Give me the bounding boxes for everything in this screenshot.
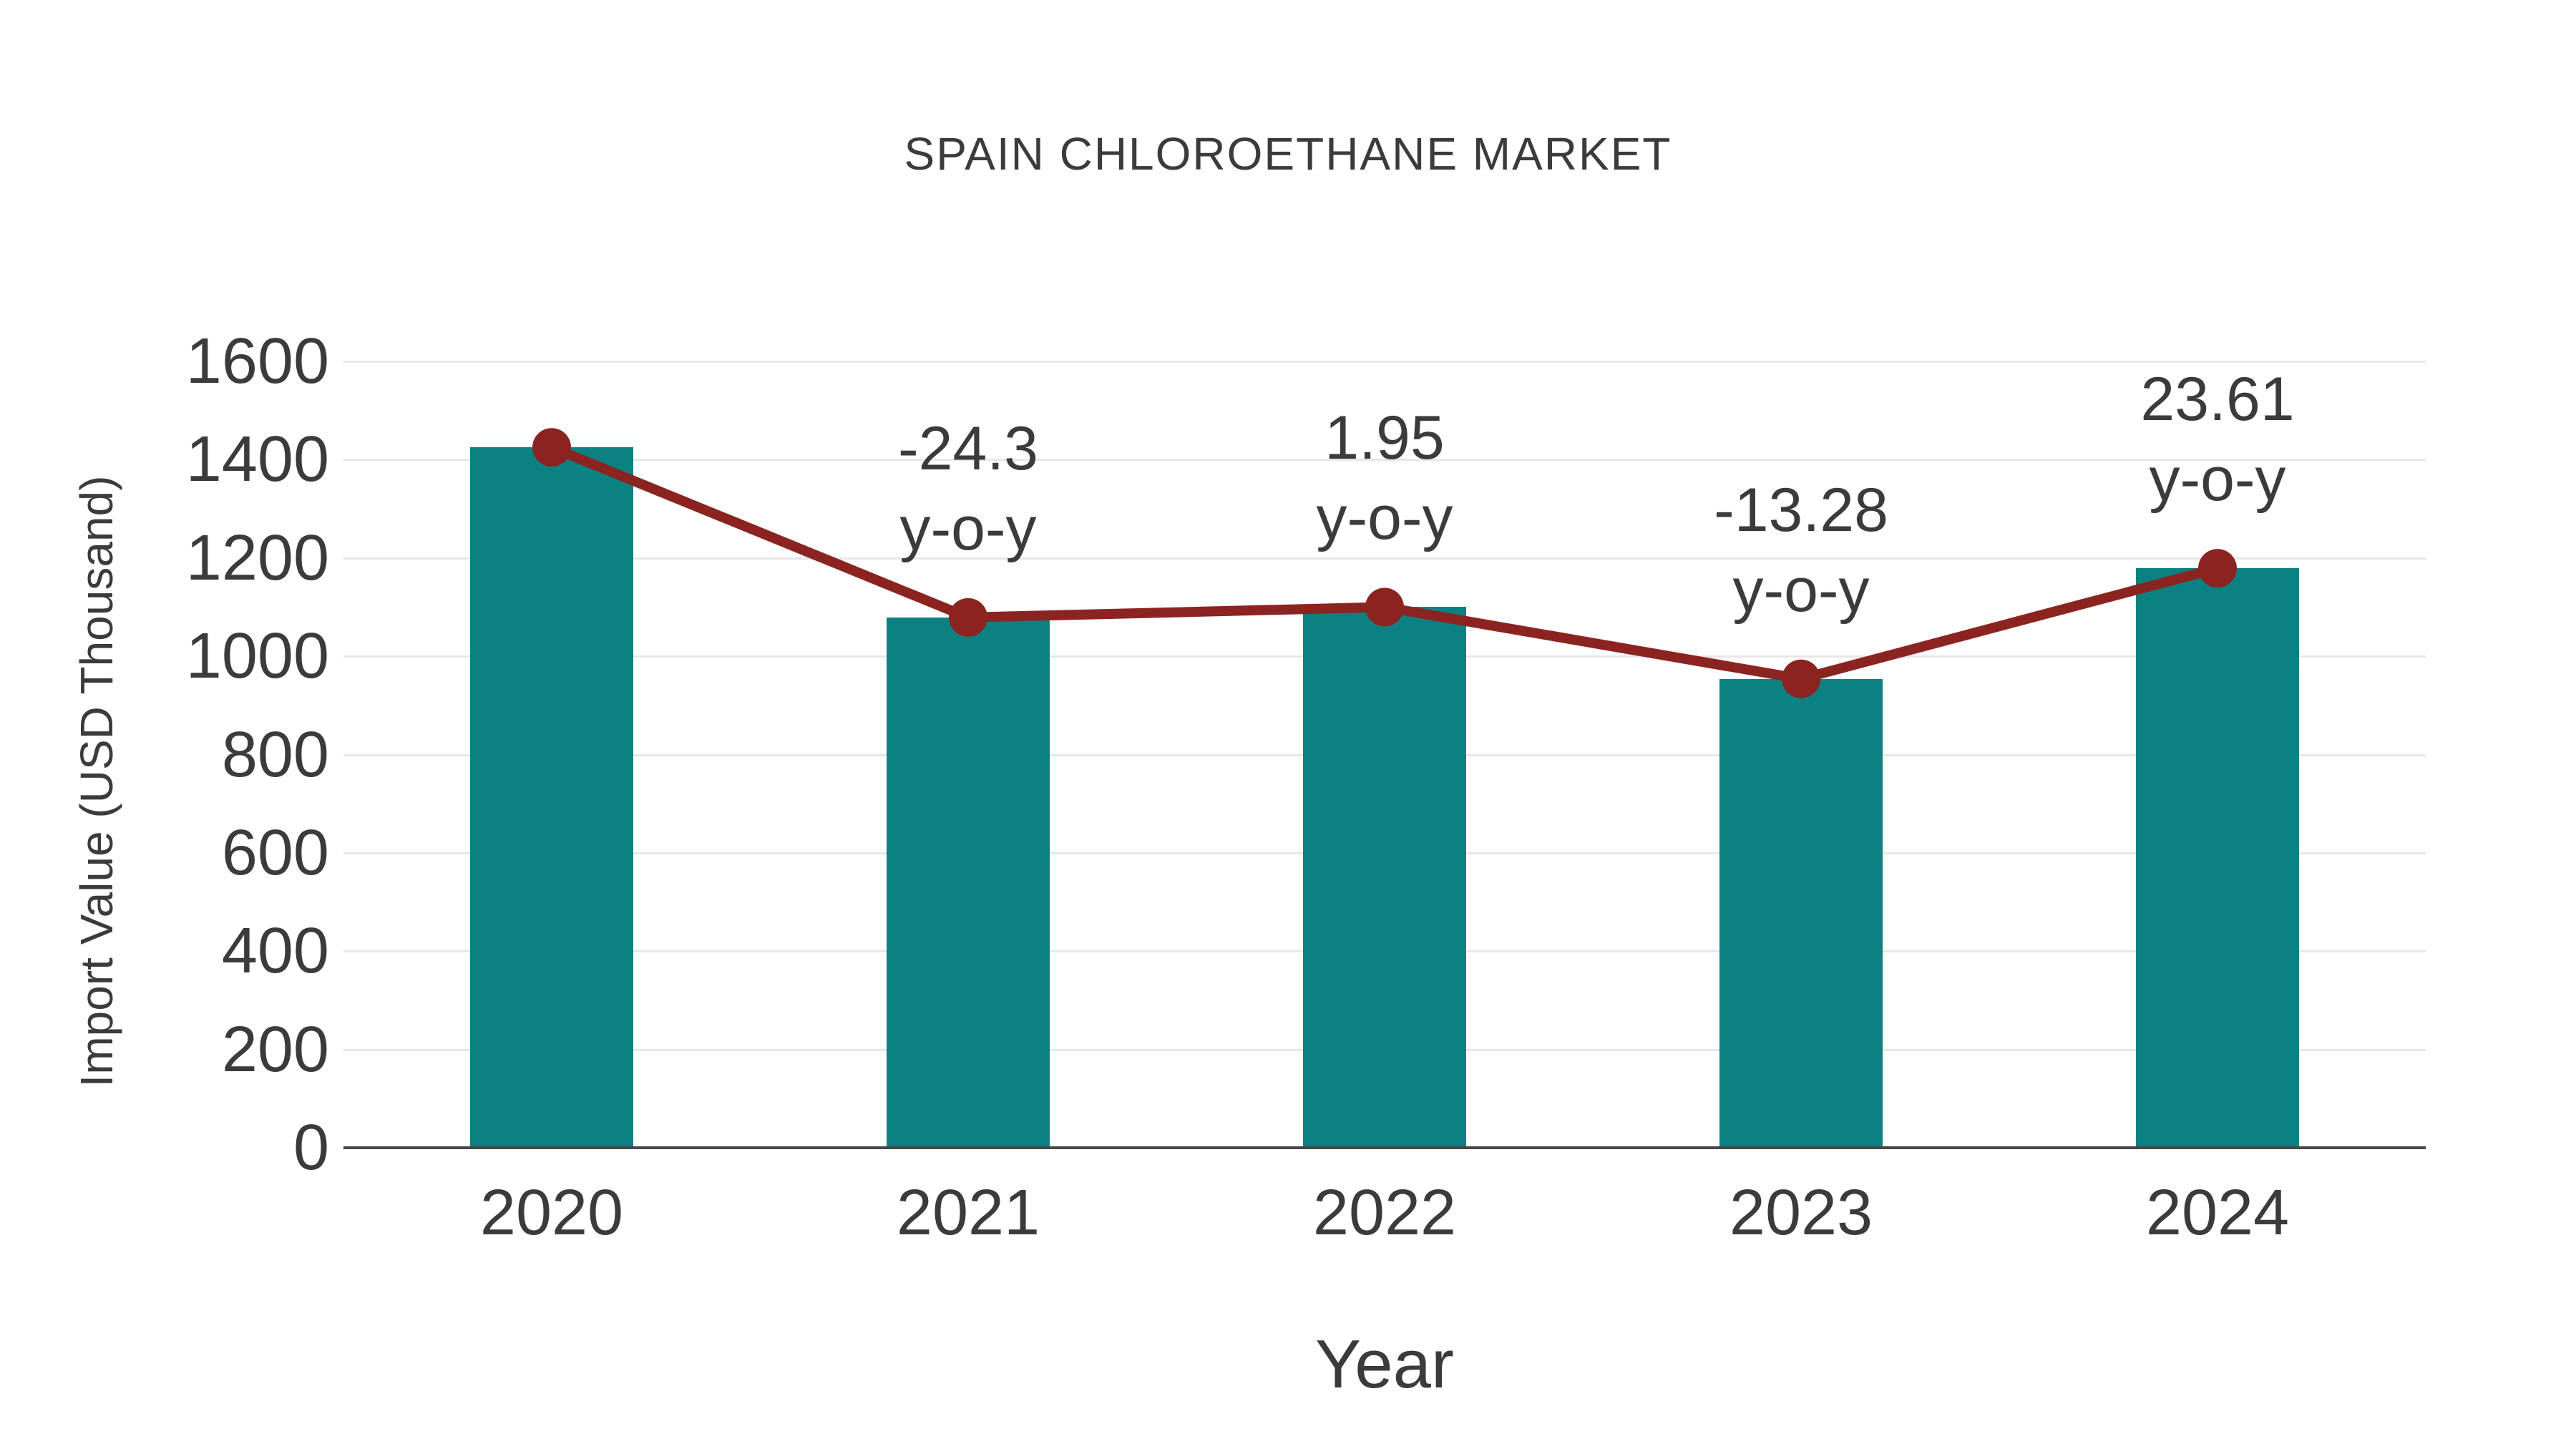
- x-axis-line: [343, 1146, 2426, 1149]
- bar-2024: [2136, 568, 2299, 1148]
- gridline-y-1200: [343, 557, 2426, 560]
- bar-2022: [1303, 607, 1466, 1148]
- bar-2021: [887, 617, 1050, 1148]
- y-tick-label-200: 200: [221, 1013, 329, 1085]
- x-tick-label-2022: 2022: [1312, 1177, 1457, 1249]
- yoy-value: 1.95: [1324, 404, 1445, 473]
- trend-marker-2022: [1365, 587, 1404, 627]
- trend-marker-2024: [2198, 549, 2237, 588]
- trend-marker-2023: [1782, 659, 1820, 698]
- y-tick-label-1400: 1400: [185, 424, 329, 496]
- y-tick-label-1200: 1200: [185, 522, 329, 594]
- y-tick-label-1600: 1600: [185, 326, 329, 397]
- yoy-annotation-2024: 23.61 y-o-y: [1989, 359, 2446, 519]
- yoy-value: 23.61: [2140, 365, 2295, 434]
- yoy-value: -24.3: [897, 414, 1039, 483]
- x-tick-label-2023: 2023: [1729, 1177, 1873, 1249]
- yoy-annotation-2021: -24.3 y-o-y: [739, 409, 1197, 569]
- trend-marker-2021: [949, 597, 987, 637]
- x-tick-label-2021: 2021: [896, 1177, 1040, 1249]
- yoy-suffix: y-o-y: [1316, 484, 1453, 553]
- x-axis-title: Year: [1315, 1326, 1454, 1402]
- y-tick-label-400: 400: [221, 915, 329, 987]
- y-tick-label-1000: 1000: [185, 620, 329, 693]
- x-tick-label-2020: 2020: [479, 1177, 624, 1249]
- yoy-suffix: y-o-y: [899, 494, 1037, 563]
- x-tick-label-2024: 2024: [2145, 1177, 2290, 1249]
- yoy-annotation-2022: 1.95 y-o-y: [1156, 398, 1614, 558]
- bar-2020: [470, 447, 633, 1148]
- bar-2023: [1719, 678, 1883, 1148]
- yoy-value: -13.28: [1714, 475, 1888, 545]
- trend-marker-2020: [532, 428, 571, 467]
- y-tick-label-0: 0: [293, 1112, 329, 1184]
- yoy-suffix: y-o-y: [2149, 445, 2286, 514]
- chart-title: SPAIN CHLOROETHANE MARKET: [904, 128, 1672, 180]
- yoy-annotation-2023: -13.28 y-o-y: [1572, 470, 2030, 630]
- y-tick-label-600: 600: [221, 816, 329, 889]
- gridline-y-1400: [343, 459, 2426, 462]
- gridline-y-1600: [343, 361, 2426, 363]
- yoy-suffix: y-o-y: [1732, 555, 1870, 625]
- y-tick-label-800: 800: [221, 718, 329, 791]
